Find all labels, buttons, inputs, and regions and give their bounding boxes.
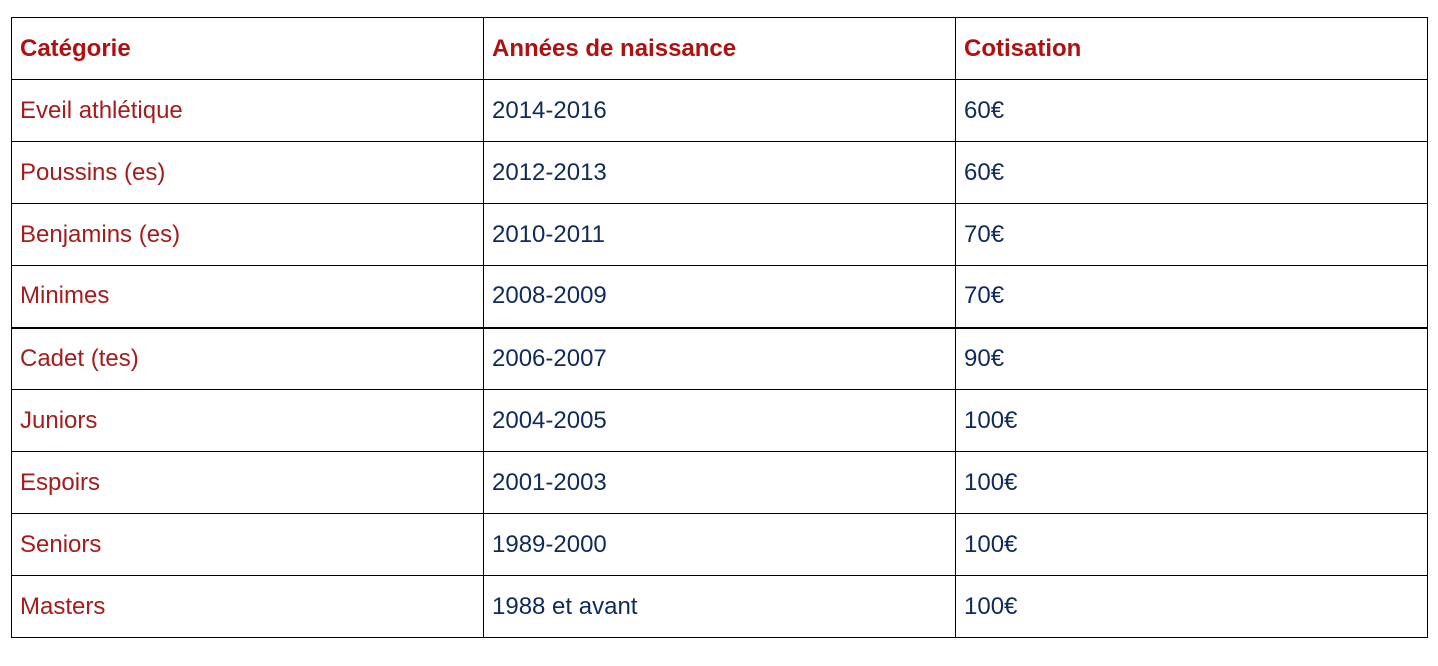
- birth-years-cell: 2012-2013: [483, 141, 956, 204]
- table-row: Poussins (es) 2012-2013 60€: [11, 141, 1428, 204]
- category-cell: Cadet (tes): [11, 326, 484, 390]
- birth-years-cell: 2008-2009: [483, 265, 956, 328]
- category-cell: Espoirs: [11, 451, 484, 514]
- fee-cell: 100€: [955, 575, 1428, 638]
- fee-cell: 100€: [955, 451, 1428, 514]
- header-birth-years: Années de naissance: [483, 17, 956, 80]
- fee-cell: 70€: [955, 203, 1428, 266]
- header-category: Catégorie: [11, 17, 484, 80]
- table-row: Benjamins (es) 2010-2011 70€: [11, 203, 1428, 266]
- fee-cell: 100€: [955, 389, 1428, 452]
- fee-cell: 60€: [955, 141, 1428, 204]
- birth-years-cell: 2004-2005: [483, 389, 956, 452]
- fee-cell: 100€: [955, 513, 1428, 576]
- category-cell: Poussins (es): [11, 141, 484, 204]
- table-row: Masters 1988 et avant 100€: [11, 575, 1428, 638]
- table-row: Minimes 2008-2009 70€: [11, 265, 1428, 328]
- table-row: Espoirs 2001-2003 100€: [11, 451, 1428, 514]
- fee-cell: 90€: [955, 326, 1428, 390]
- table-row: Cadet (tes) 2006-2007 90€: [11, 326, 1428, 390]
- birth-years-cell: 1989-2000: [483, 513, 956, 576]
- table-row: Seniors 1989-2000 100€: [11, 513, 1428, 576]
- fee-cell: 70€: [955, 265, 1428, 328]
- table-row: Juniors 2004-2005 100€: [11, 389, 1428, 452]
- category-cell: Masters: [11, 575, 484, 638]
- birth-years-cell: 2001-2003: [483, 451, 956, 514]
- fee-cell: 60€: [955, 79, 1428, 142]
- table-row: Eveil athlétique 2014-2016 60€: [11, 79, 1428, 142]
- header-fee: Cotisation: [955, 17, 1428, 80]
- category-cell: Benjamins (es): [11, 203, 484, 266]
- category-cell: Seniors: [11, 513, 484, 576]
- category-cell: Juniors: [11, 389, 484, 452]
- birth-years-cell: 2006-2007: [483, 326, 956, 390]
- birth-years-cell: 2014-2016: [483, 79, 956, 142]
- birth-years-cell: 1988 et avant: [483, 575, 956, 638]
- membership-fee-table: Catégorie Années de naissance Cotisation…: [11, 17, 1428, 638]
- birth-years-cell: 2010-2011: [483, 203, 956, 266]
- category-cell: Minimes: [11, 265, 484, 328]
- category-cell: Eveil athlétique: [11, 79, 484, 142]
- table-header-row: Catégorie Années de naissance Cotisation: [11, 17, 1428, 80]
